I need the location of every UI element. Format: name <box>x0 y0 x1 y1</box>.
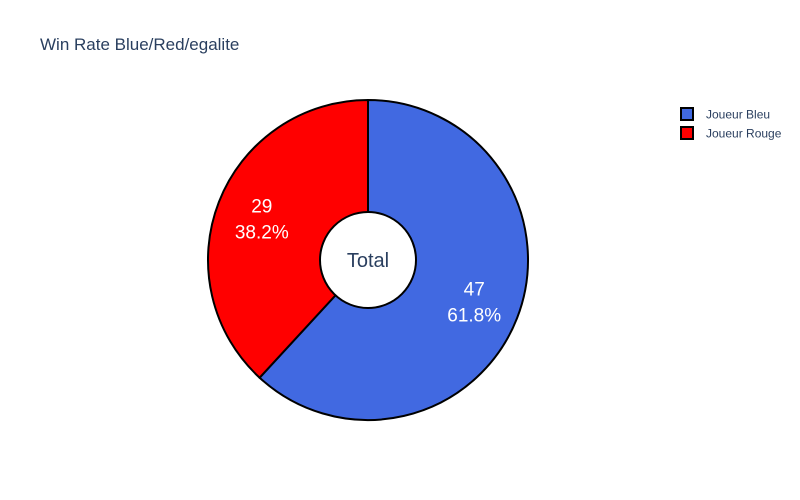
legend-label[interactable]: Joueur Bleu <box>706 108 770 122</box>
slice-labels: 47 61.8% 29 38.2% <box>235 197 501 327</box>
center-label: Total <box>347 250 389 272</box>
chart-title: Win Rate Blue/Red/egalite <box>40 35 239 54</box>
donut-hole <box>319 211 417 309</box>
legend: Joueur Bleu Joueur Rouge <box>680 107 782 141</box>
pie-slice-joueur-rouge[interactable] <box>207 98 369 380</box>
slice-value-label: 47 <box>464 279 485 300</box>
slice-value-label: 29 <box>251 197 272 218</box>
slice-percent-label: 38.2% <box>235 223 289 244</box>
legend-swatch[interactable] <box>680 107 694 121</box>
legend-label[interactable]: Joueur Rouge <box>706 127 782 141</box>
slice-percent-label: 61.8% <box>447 305 501 326</box>
legend-swatch[interactable] <box>680 126 694 140</box>
